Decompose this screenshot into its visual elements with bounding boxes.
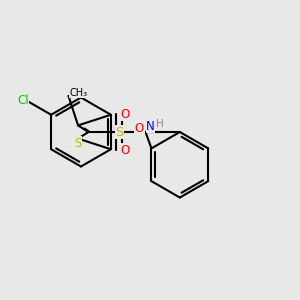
Text: S: S: [74, 136, 82, 150]
Text: O: O: [135, 122, 144, 135]
Text: CH₃: CH₃: [70, 88, 88, 98]
Text: O: O: [121, 107, 130, 121]
Text: S: S: [115, 125, 124, 139]
Text: Cl: Cl: [17, 94, 28, 106]
Text: H: H: [156, 118, 164, 129]
Text: N: N: [146, 119, 155, 133]
Text: O: O: [121, 143, 130, 157]
